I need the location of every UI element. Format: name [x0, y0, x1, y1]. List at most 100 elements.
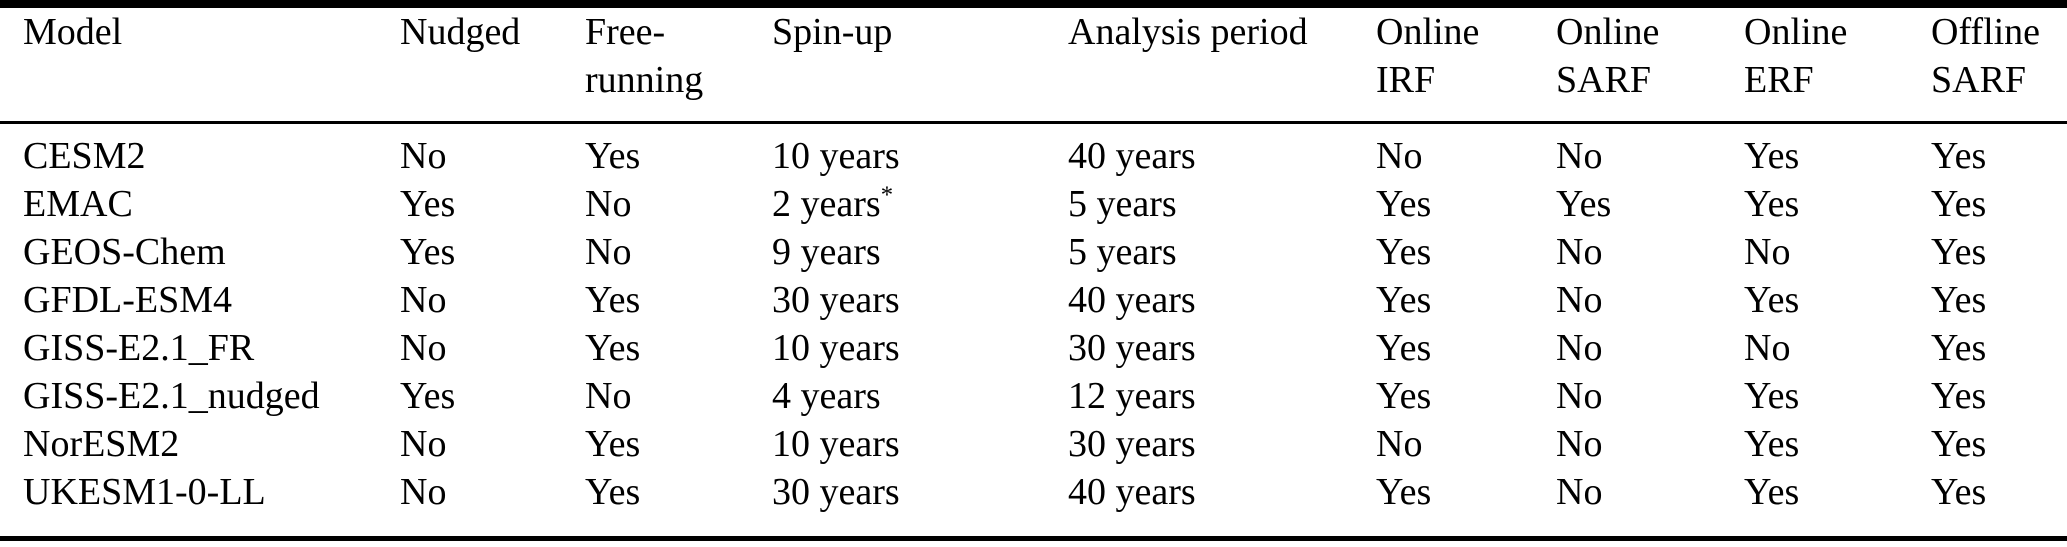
header-label: Nudged: [400, 11, 521, 53]
cell-analysis-period: 40 years: [1068, 134, 1196, 177]
cell-free-running: Yes: [585, 134, 641, 177]
table-row: NorESM2 No Yes 10 years 30 years No No Y…: [0, 420, 2067, 468]
cell-free-running: Yes: [585, 422, 641, 465]
column-header-free-running: Free-running: [585, 4, 772, 124]
header-label-line2: running: [585, 59, 704, 101]
cell-online-irf: Yes: [1376, 182, 1432, 225]
cell-analysis-period: 30 years: [1068, 422, 1196, 465]
column-header-model: Model: [0, 4, 400, 124]
header-label-line2: ERF: [1744, 59, 1814, 101]
cell-model: UKESM1-0-LL: [23, 470, 266, 513]
cell-free-running: Yes: [585, 326, 641, 369]
column-header-online-erf: Online ERF: [1744, 4, 1931, 124]
header-label-line2: SARF: [1931, 59, 2027, 101]
table-row: GFDL-ESM4 No Yes 30 years 40 years Yes N…: [0, 276, 2067, 324]
cell-model: GISS-E2.1_FR: [23, 326, 255, 369]
cell-free-running: Yes: [585, 278, 641, 321]
cell-nudged: Yes: [400, 182, 456, 225]
cell-spin-up: 10 years: [772, 324, 1068, 372]
cell-online-erf: Yes: [1744, 134, 1800, 177]
cell-online-erf: Yes: [1744, 374, 1800, 417]
cell-analysis-period: 5 years: [1068, 182, 1177, 225]
column-header-spin-up: Spin-up: [772, 4, 1068, 124]
table-row: GISS-E2.1_FR No Yes 10 years 30 years Ye…: [0, 324, 2067, 372]
table-row: UKESM1-0-LL No Yes 30 years 40 years Yes…: [0, 468, 2067, 539]
cell-offline-sarf: Yes: [1931, 422, 1987, 465]
cell-online-erf: No: [1744, 326, 1791, 369]
spin-up-value: 10 years: [772, 326, 900, 369]
header-label: Offline: [1931, 11, 2041, 53]
cell-spin-up: 30 years: [772, 468, 1068, 539]
table-row: EMAC Yes No 2 years* 5 years Yes Yes Yes…: [0, 180, 2067, 228]
cell-offline-sarf: Yes: [1931, 278, 1987, 321]
cell-nudged: No: [400, 278, 447, 321]
cell-offline-sarf: Yes: [1931, 374, 1987, 417]
column-header-online-sarf: Online SARF: [1556, 4, 1744, 124]
cell-nudged: Yes: [400, 374, 456, 417]
cell-nudged: No: [400, 326, 447, 369]
cell-offline-sarf: Yes: [1931, 182, 1987, 225]
cell-nudged: No: [400, 422, 447, 465]
column-header-offline-sarf: Offline SARF: [1931, 4, 2067, 124]
cell-nudged: No: [400, 470, 447, 513]
cell-spin-up: 30 years: [772, 276, 1068, 324]
table-row: GEOS-Chem Yes No 9 years 5 years Yes No …: [0, 228, 2067, 276]
cell-online-sarf: No: [1556, 422, 1603, 465]
cell-model: EMAC: [23, 182, 133, 225]
cell-online-irf: Yes: [1376, 326, 1432, 369]
header-row: Model Nudged Free-running Spin-up Analys…: [0, 4, 2067, 124]
cell-online-irf: Yes: [1376, 470, 1432, 513]
cell-model: NorESM2: [23, 422, 180, 465]
cell-nudged: Yes: [400, 230, 456, 273]
cell-analysis-period: 5 years: [1068, 230, 1177, 273]
cell-model: GISS-E2.1_nudged: [23, 374, 320, 417]
cell-free-running: Yes: [585, 470, 641, 513]
cell-online-irf: Yes: [1376, 278, 1432, 321]
header-label: Online: [1744, 11, 1848, 53]
cell-spin-up: 10 years: [772, 122, 1068, 180]
cell-spin-up: 10 years: [772, 420, 1068, 468]
cell-online-erf: Yes: [1744, 422, 1800, 465]
spin-up-value: 9 years: [772, 230, 881, 273]
cell-online-irf: Yes: [1376, 230, 1432, 273]
header-label: Online: [1376, 11, 1480, 53]
cell-model: GFDL-ESM4: [23, 278, 233, 321]
spin-up-value: 2 years: [772, 182, 881, 225]
cell-analysis-period: 40 years: [1068, 470, 1196, 513]
cell-offline-sarf: Yes: [1931, 470, 1987, 513]
header-label: Analysis period: [1068, 11, 1308, 53]
cell-online-erf: Yes: [1744, 278, 1800, 321]
cell-model: CESM2: [23, 134, 146, 177]
cell-online-sarf: No: [1556, 278, 1603, 321]
cell-online-erf: Yes: [1744, 182, 1800, 225]
spin-up-value: 30 years: [772, 278, 900, 321]
column-header-nudged: Nudged: [400, 4, 585, 124]
table-body: CESM2 No Yes 10 years 40 years No No Yes…: [0, 122, 2067, 538]
cell-spin-up: 4 years: [772, 372, 1068, 420]
cell-online-sarf: No: [1556, 374, 1603, 417]
spin-up-value: 10 years: [772, 422, 900, 465]
cell-online-sarf: No: [1556, 134, 1603, 177]
cell-nudged: No: [400, 134, 447, 177]
cell-free-running: No: [585, 230, 632, 273]
cell-offline-sarf: Yes: [1931, 134, 1987, 177]
cell-online-sarf: Yes: [1556, 182, 1612, 225]
spin-up-value: 30 years: [772, 470, 900, 513]
cell-spin-up: 9 years: [772, 228, 1068, 276]
cell-analysis-period: 30 years: [1068, 326, 1196, 369]
cell-online-sarf: No: [1556, 326, 1603, 369]
cell-online-erf: No: [1744, 230, 1791, 273]
cell-free-running: No: [585, 182, 632, 225]
table-header: Model Nudged Free-running Spin-up Analys…: [0, 4, 2067, 124]
column-header-online-irf: Online IRF: [1376, 4, 1556, 124]
cell-analysis-period: 12 years: [1068, 374, 1196, 417]
cell-online-sarf: No: [1556, 230, 1603, 273]
cell-spin-up: 2 years*: [772, 180, 1068, 228]
table-row: CESM2 No Yes 10 years 40 years No No Yes…: [0, 122, 2067, 180]
cell-offline-sarf: Yes: [1931, 326, 1987, 369]
cell-online-erf: Yes: [1744, 470, 1800, 513]
cell-online-irf: Yes: [1376, 374, 1432, 417]
column-header-analysis-period: Analysis period: [1068, 4, 1376, 124]
header-label: Online: [1556, 11, 1660, 53]
